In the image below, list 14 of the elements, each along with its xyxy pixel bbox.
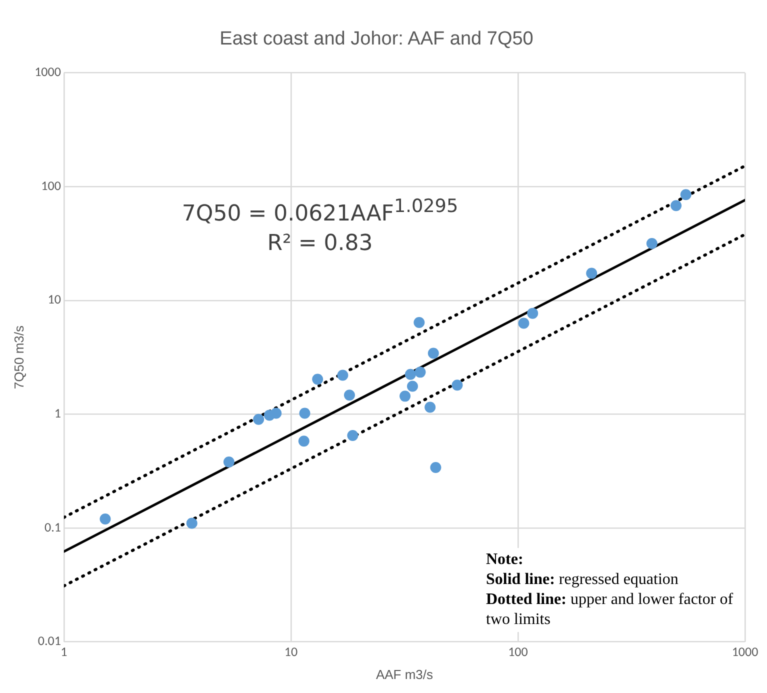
y-axis-title: 7Q50 m3/s bbox=[11, 325, 26, 390]
y-tick-label: 1 bbox=[54, 406, 61, 422]
x-tick-label: 10 bbox=[284, 644, 298, 660]
y-tick-label: 1000 bbox=[34, 65, 62, 80]
y-tick-label: 0.1 bbox=[44, 520, 61, 536]
y-tick-label: 0.01 bbox=[38, 634, 61, 650]
x-tick-label: 100 bbox=[508, 644, 528, 660]
y-tick-label: 10 bbox=[48, 292, 62, 308]
x-axis-title: AAF m3/s bbox=[376, 666, 434, 682]
x-tick-label: 1000 bbox=[732, 644, 759, 660]
y-tick-label: 100 bbox=[41, 178, 62, 194]
text: 7Q50 = 0.0621AAF$^{1.0295}$ R² = 0.83 bbox=[182, 196, 458, 256]
chart-title: East coast and Johor: AAF and 7Q50 bbox=[220, 28, 534, 50]
text: Note: Solid line: regressed equation Dotted line: upper and lower factor of two limits bbox=[486, 551, 734, 628]
